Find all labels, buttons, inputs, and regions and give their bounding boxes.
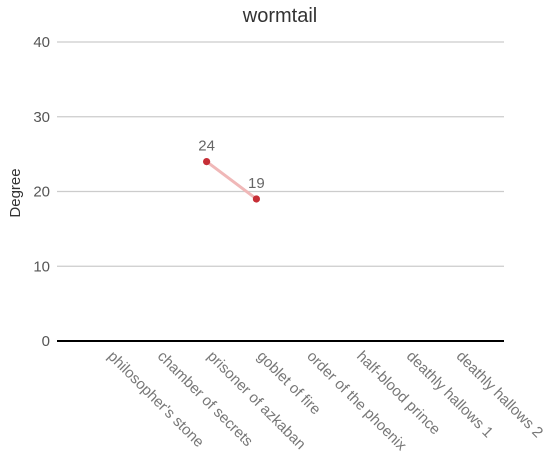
- x-tick-label: chamber of secrets: [154, 348, 256, 450]
- y-axis-ticks: 0 10 20 30 40: [33, 34, 50, 350]
- y-tick-label: 40: [33, 34, 50, 51]
- data-label: 24: [198, 138, 215, 155]
- x-tick-label: philosopher's stone: [104, 348, 207, 451]
- data-label: 19: [248, 175, 265, 192]
- gridlines: [57, 41, 504, 342]
- data-point: [252, 195, 260, 203]
- x-tick-label: half-blood prince: [353, 348, 443, 438]
- chart-title: wormtail: [242, 5, 317, 27]
- x-tick-label: deathly hallows 2: [453, 348, 546, 441]
- y-tick-label: 0: [42, 333, 50, 350]
- y-axis-label: Degree: [7, 168, 24, 217]
- x-tick-label: deathly hallows 1: [403, 348, 496, 441]
- series-line: [205, 160, 258, 201]
- y-tick-label: 20: [33, 184, 50, 201]
- y-tick-label: 30: [33, 109, 50, 126]
- series-layer: 24 19: [198, 138, 265, 203]
- y-tick-label: 10: [33, 258, 50, 275]
- data-point: [203, 158, 211, 166]
